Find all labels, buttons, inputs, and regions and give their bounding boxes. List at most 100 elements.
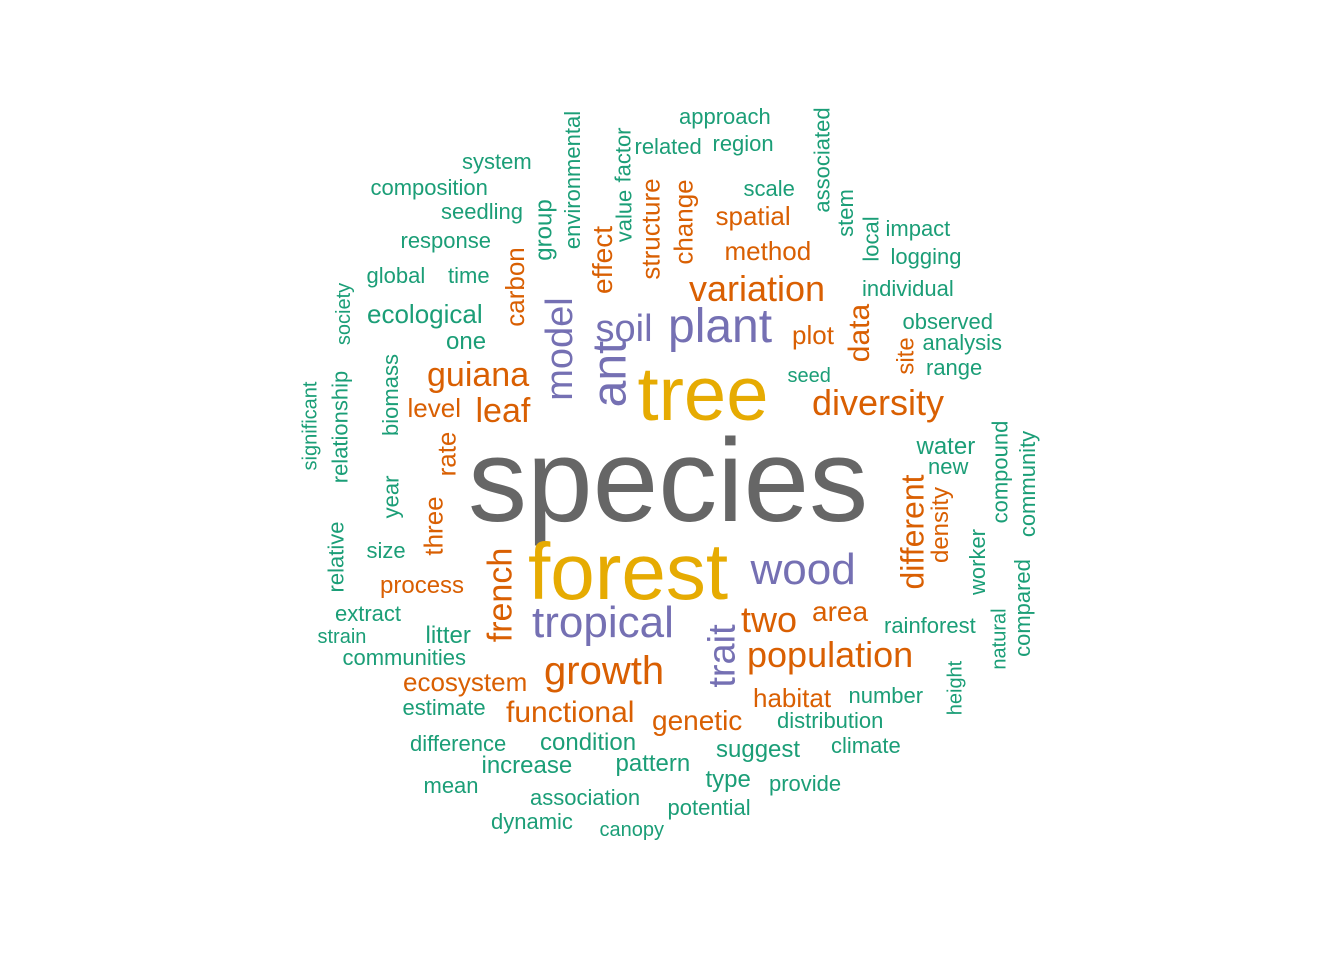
word-factor: factor xyxy=(610,127,636,183)
word-diversity: diversity xyxy=(812,382,945,423)
word-one: one xyxy=(446,328,487,355)
word-structure: structure xyxy=(635,178,666,280)
word-species: species xyxy=(468,415,869,547)
word-site: site xyxy=(892,337,920,375)
word-height: height xyxy=(943,660,966,716)
word-litter: litter xyxy=(425,622,471,649)
word-composition: composition xyxy=(370,175,488,200)
word-water: water xyxy=(916,433,976,460)
word-strain: strain xyxy=(317,626,367,648)
word-potential: potential xyxy=(667,795,751,820)
word-data: data xyxy=(843,303,877,363)
word-logging: logging xyxy=(890,244,962,269)
word-communities: communities xyxy=(342,645,466,670)
word-relative: relative xyxy=(322,521,348,593)
word-group: group xyxy=(530,199,558,261)
word-related: related xyxy=(634,134,702,159)
word-size: size xyxy=(366,538,406,563)
word-tropical: tropical xyxy=(532,598,674,647)
word-variation: variation xyxy=(689,268,826,309)
word-type: type xyxy=(705,766,751,793)
word-relationship: relationship xyxy=(326,370,352,484)
word-significant: significant xyxy=(298,381,321,471)
word-wood: wood xyxy=(750,545,856,594)
word-climate: climate xyxy=(831,733,901,758)
word-natural: natural xyxy=(988,608,1011,670)
word-genetic: genetic xyxy=(652,705,743,736)
word-functional: functional xyxy=(506,696,635,729)
word-impact: impact xyxy=(885,216,951,241)
word-environmental: environmental xyxy=(560,110,586,250)
word-worker: worker xyxy=(965,528,991,596)
word-new: new xyxy=(928,454,969,479)
word-estimate: estimate xyxy=(402,695,486,720)
word-soil: soil xyxy=(595,308,653,350)
word-plant: plant xyxy=(668,300,773,353)
word-value: value xyxy=(610,189,636,243)
word-population: population xyxy=(747,634,914,675)
word-ant: ant xyxy=(582,340,636,408)
word-suggest: suggest xyxy=(716,736,801,763)
word-tree: tree xyxy=(637,352,769,437)
word-guiana: guiana xyxy=(427,356,530,394)
word-increase: increase xyxy=(481,752,573,779)
word-spatial: spatial xyxy=(715,201,791,231)
word-pattern: pattern xyxy=(615,750,691,777)
word-extract: extract xyxy=(335,601,402,626)
word-level: level xyxy=(407,393,461,423)
word-mean: mean xyxy=(423,773,479,798)
word-difference: difference xyxy=(410,731,507,756)
word-biomass: biomass xyxy=(377,354,403,436)
word-dynamic: dynamic xyxy=(491,809,573,834)
word-seedling: seedling xyxy=(441,199,523,224)
word-forest: forest xyxy=(528,527,729,616)
word-stem: stem xyxy=(832,189,858,237)
word-society: society xyxy=(333,282,356,346)
word-french: french xyxy=(480,547,519,643)
word-time: time xyxy=(448,263,490,288)
word-compound: compound xyxy=(986,420,1012,524)
word-approach: approach xyxy=(679,104,771,129)
word-model: model xyxy=(538,297,581,401)
word-provide: provide xyxy=(769,771,842,796)
word-density: density xyxy=(927,486,955,564)
word-ecological: ecological xyxy=(367,299,483,329)
word-analysis: analysis xyxy=(922,330,1002,355)
word-carbon: carbon xyxy=(499,247,530,327)
word-ecosystem: ecosystem xyxy=(403,667,528,697)
word-process: process xyxy=(380,572,465,599)
word-growth: growth xyxy=(544,649,665,693)
word-rainforest: rainforest xyxy=(884,613,976,638)
word-rate: rate xyxy=(430,431,461,477)
word-area: area xyxy=(812,596,869,627)
word-association: association xyxy=(530,785,641,810)
word-three: three xyxy=(418,496,449,556)
word-response: response xyxy=(400,228,492,253)
word-trait: trait xyxy=(701,624,744,688)
word-compared: compared xyxy=(1009,559,1035,657)
word-individual: individual xyxy=(862,276,954,301)
word-change: change xyxy=(668,179,699,265)
word-two: two xyxy=(741,599,798,640)
word-associated: associated xyxy=(809,107,835,213)
word-canopy: canopy xyxy=(599,819,665,841)
word-leaf: leaf xyxy=(475,392,531,430)
word-local: local xyxy=(858,216,884,262)
word-observed: observed xyxy=(902,309,994,334)
word-region: region xyxy=(712,131,774,156)
word-seed: seed xyxy=(787,365,831,387)
word-habitat: habitat xyxy=(753,683,832,713)
word-community: community xyxy=(1015,430,1041,538)
word-system: system xyxy=(462,149,532,174)
word-range: range xyxy=(926,355,983,380)
word-plot: plot xyxy=(792,320,834,350)
word-method: method xyxy=(724,236,812,266)
word-year: year xyxy=(377,475,403,519)
word-number: number xyxy=(848,683,924,708)
word-condition: condition xyxy=(540,729,637,756)
word-global: global xyxy=(366,263,426,288)
word-distribution: distribution xyxy=(777,708,884,733)
word-different: different xyxy=(894,474,931,590)
word-scale: scale xyxy=(743,176,795,201)
